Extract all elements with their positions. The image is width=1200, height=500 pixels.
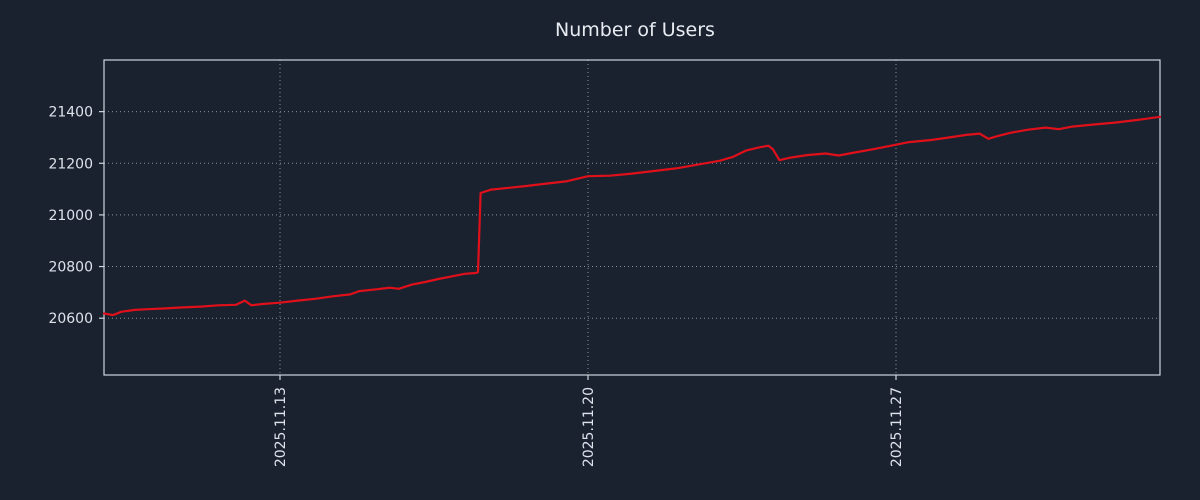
data-series [102, 115, 1162, 317]
y-tick-label: 21200 [48, 156, 93, 172]
y-tick-label: 21400 [48, 105, 93, 121]
axis-ticks-and-labels: 20600 20800 21000 21200 21400 2025.11.13 2025.… [48, 105, 905, 468]
x-tick-label: 2025.11.27 [889, 387, 905, 467]
y-tick-label: 20800 [48, 260, 93, 276]
gridlines [104, 60, 1160, 375]
x-tick-label: 2025.11.20 [581, 387, 597, 467]
chart-title: Number of Users [555, 19, 715, 41]
x-tick-label: 2025.11.13 [273, 387, 289, 467]
series-line-number-of-users [102, 115, 1162, 317]
plot-border [103, 59, 1161, 376]
y-tick-label: 20600 [48, 311, 93, 327]
y-tick-label: 21000 [48, 208, 93, 224]
